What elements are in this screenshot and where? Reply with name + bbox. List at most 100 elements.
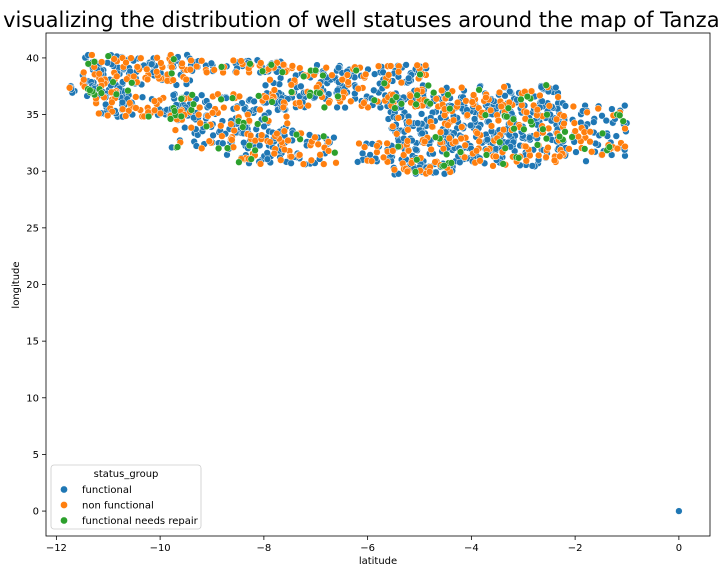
- data-point: [404, 147, 413, 155]
- data-point: [501, 144, 509, 152]
- data-point: [334, 64, 343, 72]
- data-point: [287, 159, 295, 167]
- data-point: [497, 102, 505, 111]
- data-point: [287, 81, 295, 89]
- data-point: [104, 52, 112, 60]
- data-point: [431, 158, 439, 166]
- data-point: [228, 94, 237, 102]
- data-point: [295, 99, 304, 107]
- data-point: [466, 121, 475, 130]
- data-point: [380, 79, 388, 87]
- data-point: [299, 160, 308, 168]
- data-point: [468, 98, 476, 106]
- data-point: [371, 70, 379, 78]
- data-point: [400, 151, 408, 159]
- data-point: [246, 60, 254, 68]
- data-point: [168, 69, 176, 78]
- data-point: [122, 112, 130, 120]
- data-point: [132, 104, 140, 112]
- data-point: [412, 146, 420, 154]
- data-point: [570, 119, 579, 127]
- data-point: [616, 111, 624, 119]
- data-point: [306, 92, 314, 100]
- data-point: [247, 155, 255, 163]
- data-point: [288, 62, 297, 70]
- data-point: [561, 128, 569, 136]
- data-point: [403, 167, 412, 176]
- data-point: [127, 54, 135, 62]
- data-point: [193, 62, 201, 71]
- data-point: [397, 78, 406, 87]
- data-point: [675, 507, 683, 515]
- data-point: [237, 57, 245, 65]
- y-tick-label: 35: [26, 110, 39, 121]
- data-point: [458, 83, 466, 92]
- data-point: [440, 162, 448, 170]
- data-point: [379, 153, 388, 162]
- data-point: [572, 148, 580, 156]
- data-point: [297, 82, 305, 90]
- data-point: [542, 153, 550, 161]
- data-point: [123, 75, 131, 83]
- data-point: [277, 156, 285, 164]
- data-point: [178, 59, 186, 68]
- data-point: [143, 65, 151, 73]
- data-point: [209, 131, 217, 140]
- data-point: [203, 68, 211, 76]
- data-point: [98, 58, 106, 66]
- data-point: [256, 160, 265, 168]
- data-point: [517, 95, 525, 104]
- legend-label: functional: [82, 485, 132, 496]
- data-point: [316, 89, 324, 97]
- data-point: [528, 162, 536, 170]
- data-point: [424, 81, 432, 90]
- data-point: [500, 83, 508, 91]
- data-point: [150, 106, 159, 114]
- data-point: [390, 166, 399, 174]
- data-point: [404, 126, 412, 134]
- x-tick-label: −2: [568, 543, 583, 554]
- data-point: [598, 129, 607, 138]
- data-point: [148, 60, 156, 68]
- data-point: [311, 133, 319, 141]
- data-point: [565, 145, 573, 153]
- data-point: [304, 101, 312, 110]
- data-point: [219, 139, 227, 147]
- data-point: [394, 68, 403, 76]
- data-point: [598, 112, 606, 120]
- data-point: [476, 157, 484, 165]
- data-point: [432, 168, 440, 176]
- data-point: [416, 70, 424, 79]
- data-point: [544, 143, 552, 152]
- data-point: [258, 131, 266, 139]
- data-point: [431, 133, 440, 141]
- data-point: [332, 159, 340, 167]
- data-point: [258, 67, 267, 75]
- data-point: [245, 141, 254, 150]
- data-point: [385, 71, 393, 79]
- data-point: [473, 129, 481, 137]
- data-point: [475, 137, 483, 145]
- data-point: [383, 139, 391, 148]
- data-point: [520, 125, 528, 133]
- data-point: [446, 104, 454, 113]
- data-point: [322, 64, 330, 72]
- data-point: [417, 110, 426, 118]
- data-point: [270, 86, 279, 94]
- data-point: [621, 124, 629, 133]
- data-point: [413, 61, 421, 69]
- data-point: [324, 147, 333, 155]
- data-point: [463, 111, 471, 119]
- data-point: [156, 109, 165, 118]
- data-point: [122, 58, 130, 67]
- data-point: [90, 58, 99, 66]
- data-point: [355, 139, 363, 148]
- data-point: [504, 104, 513, 112]
- data-point: [370, 86, 378, 94]
- data-point: [227, 120, 235, 128]
- data-point: [487, 106, 495, 114]
- data-point: [280, 127, 288, 135]
- data-point: [469, 91, 478, 99]
- data-point: [506, 87, 514, 96]
- data-point: [187, 124, 195, 132]
